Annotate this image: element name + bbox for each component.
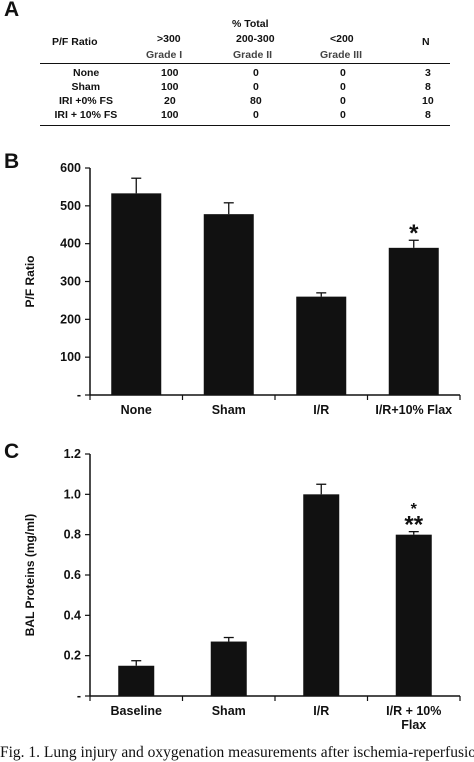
table-cell: 10 bbox=[422, 95, 434, 107]
table-cell: 0 bbox=[253, 81, 259, 93]
table-cell: 100 bbox=[161, 109, 179, 121]
figure-caption: Fig. 1. Lung injury and oxygenation meas… bbox=[0, 744, 474, 761]
table-col-range-2: 200-300 bbox=[236, 33, 275, 45]
x-category-label: I/R + 10% Flax bbox=[386, 704, 441, 732]
y-tick-label: 0.4 bbox=[64, 608, 81, 622]
chart-b: - 100 200 300 400 500 600 None Sham I/R I/R+10% Fl… bbox=[23, 161, 461, 417]
table-n-header: N bbox=[422, 36, 430, 48]
bar-i-r-10-flax bbox=[395, 534, 432, 696]
bar-baseline bbox=[118, 665, 155, 696]
x-category-label: I/R bbox=[313, 403, 329, 417]
significance-marker: * bbox=[409, 220, 419, 247]
table-bottom-rule bbox=[40, 125, 450, 126]
y-axis-title: P/F Ratio bbox=[23, 255, 37, 307]
y-tick-label: 600 bbox=[60, 161, 81, 175]
table-header-rule bbox=[40, 63, 450, 64]
y-tick-label: 200 bbox=[60, 312, 81, 326]
table-col-grade-2: Grade II bbox=[233, 49, 273, 61]
y-tick-label: - bbox=[77, 689, 81, 703]
table-row-label: IRI + 10% FS bbox=[54, 109, 118, 121]
table-cell: 0 bbox=[340, 67, 346, 79]
x-category-label: Sham bbox=[212, 403, 246, 417]
y-tick-label: - bbox=[77, 388, 81, 402]
table-row-header: P/F Ratio bbox=[52, 36, 98, 48]
table-cell: 0 bbox=[253, 67, 259, 79]
bar-none bbox=[111, 193, 162, 395]
significance-marker: ** bbox=[404, 511, 423, 538]
table-row-label: Sham bbox=[71, 81, 101, 93]
y-tick-label: 100 bbox=[60, 350, 81, 364]
y-tick-label: 400 bbox=[60, 237, 81, 251]
panel-c-letter: C bbox=[4, 440, 20, 463]
panel-b-letter: B bbox=[4, 150, 20, 173]
table-cell: 100 bbox=[161, 67, 179, 79]
x-category-label: Sham bbox=[212, 704, 246, 718]
table-row-label: None bbox=[73, 67, 100, 79]
chart-c: - 0.2 0.4 0.6 0.8 1.0 1.2 Baseline Sham I/R I/R + … bbox=[23, 447, 461, 732]
table-cell: 20 bbox=[164, 95, 176, 107]
table-cell: 0 bbox=[340, 81, 346, 93]
bar-sham bbox=[203, 214, 254, 395]
y-tick-label: 0.6 bbox=[64, 568, 81, 582]
table-cell: 8 bbox=[425, 109, 431, 121]
y-axis-title: BAL Proteins (mg/ml) bbox=[23, 514, 37, 636]
table-cell: 3 bbox=[425, 67, 431, 79]
y-tick-label: 0.2 bbox=[64, 649, 81, 663]
x-category-label: I/R+10% Flax bbox=[375, 403, 452, 417]
table-cell: 100 bbox=[161, 81, 179, 93]
table-cell: 0 bbox=[340, 109, 346, 121]
y-tick-label: 300 bbox=[60, 275, 81, 289]
bar-i-r bbox=[303, 494, 340, 696]
x-category-label: None bbox=[121, 403, 152, 417]
significance-marker: * bbox=[411, 501, 418, 518]
table-col-range-1: >300 bbox=[157, 33, 181, 45]
x-category-label: Baseline bbox=[111, 704, 162, 718]
table-cell: 8 bbox=[425, 81, 431, 93]
y-tick-label: 500 bbox=[60, 199, 81, 213]
table-group-label: % Total bbox=[232, 18, 269, 30]
panel-a-letter: A bbox=[4, 0, 20, 21]
bar-sham bbox=[210, 641, 247, 696]
x-category-label: I/R bbox=[313, 704, 329, 718]
y-tick-label: 1.0 bbox=[64, 487, 81, 501]
table-cell: 0 bbox=[253, 109, 259, 121]
y-tick-label: 0.8 bbox=[64, 528, 81, 542]
table-cell: 0 bbox=[340, 95, 346, 107]
table-cell: 80 bbox=[250, 95, 262, 107]
table-col-grade-1: Grade I bbox=[146, 49, 183, 61]
table-row-label: IRI +0% FS bbox=[59, 95, 113, 107]
bar-i-r bbox=[296, 296, 347, 395]
table-col-range-3: <200 bbox=[330, 33, 354, 45]
y-tick-label: 1.2 bbox=[64, 447, 81, 461]
bar-i-r-10-flax bbox=[388, 247, 439, 395]
table-col-grade-3: Grade III bbox=[320, 49, 363, 61]
